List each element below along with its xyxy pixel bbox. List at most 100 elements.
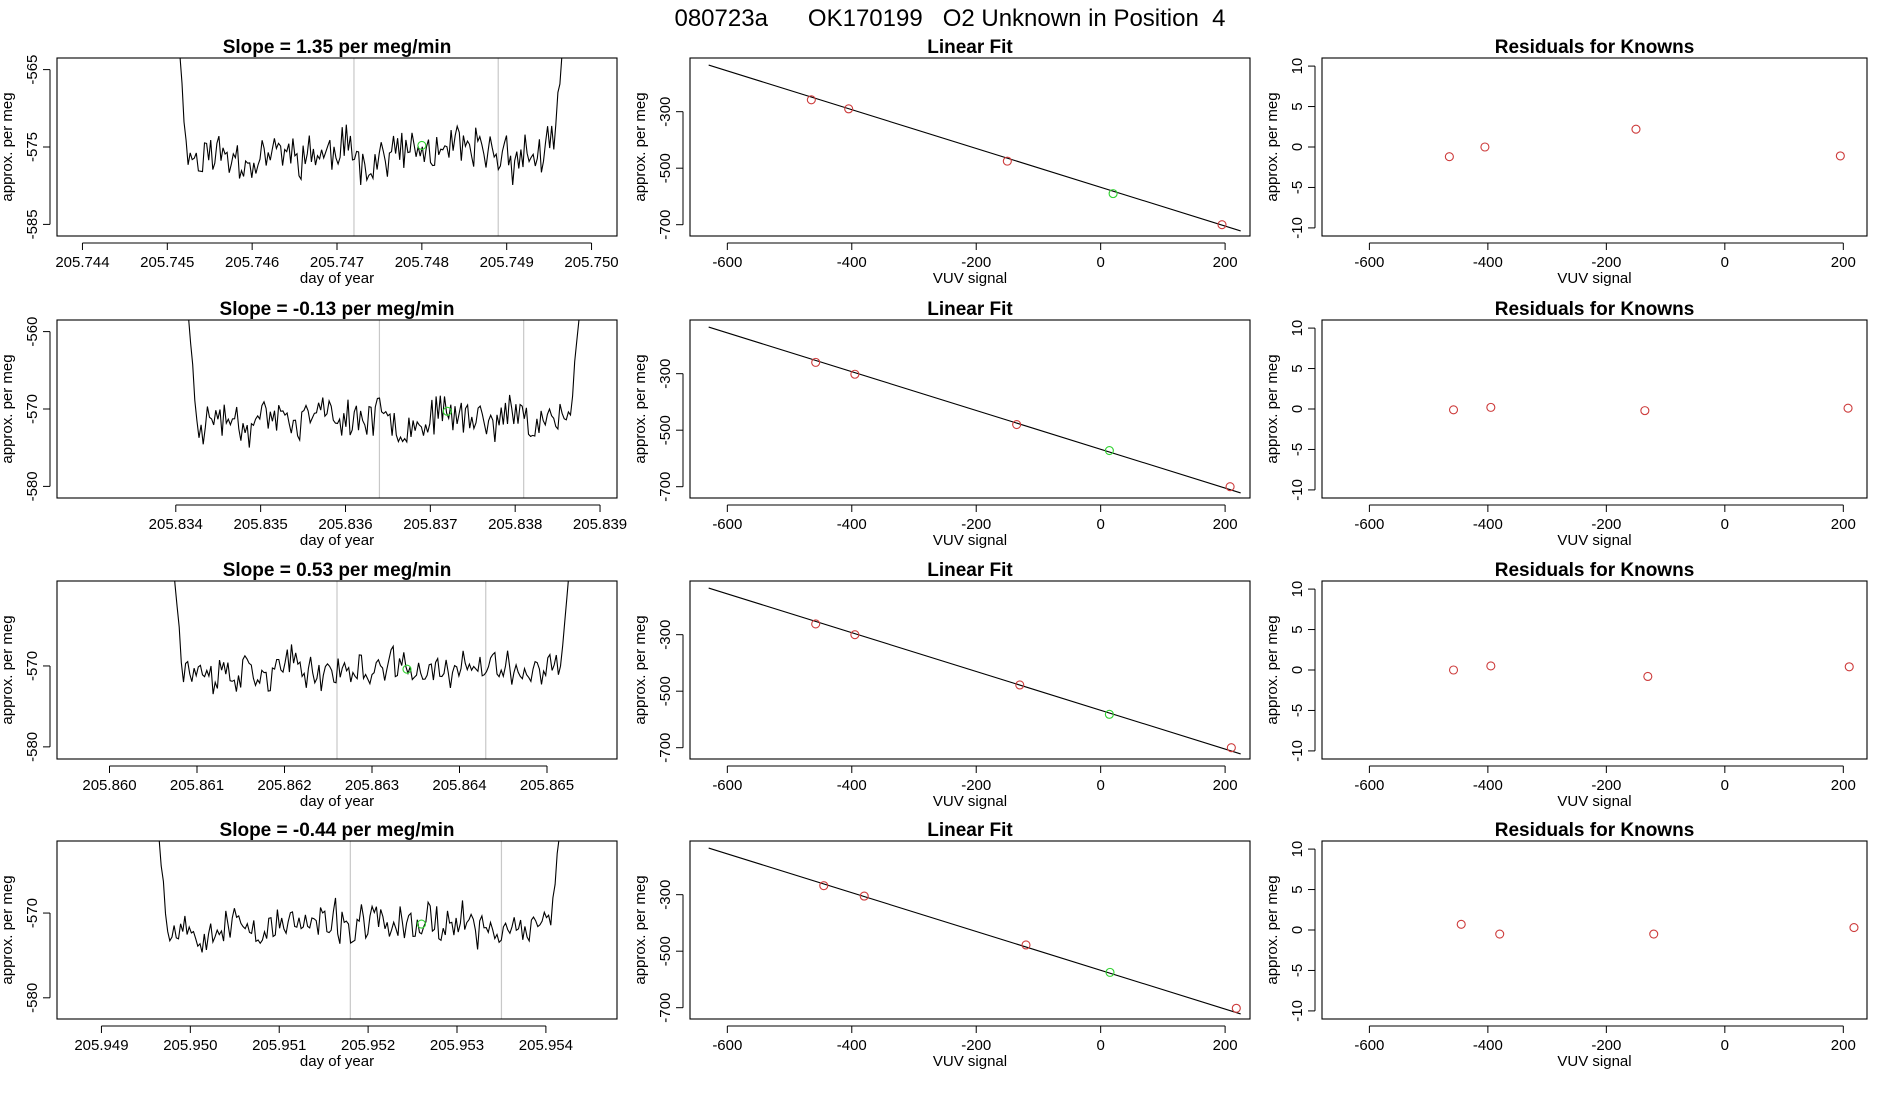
fit-line bbox=[708, 64, 1241, 232]
known-point bbox=[811, 357, 821, 367]
y-tick-label: -570 bbox=[24, 898, 41, 928]
x-axis-label: VUV signal bbox=[933, 1053, 1007, 1070]
linear-fit-panel: Linear Fit -600 -400 -200 0 200 VUV signal -300… bbox=[632, 560, 1251, 810]
unknown-point bbox=[417, 140, 427, 151]
fit-line bbox=[708, 847, 1241, 1015]
y-tick-label: -580 bbox=[24, 471, 41, 501]
unknown-point bbox=[402, 664, 412, 674]
x-tick-label: -200 bbox=[961, 777, 991, 794]
known-point bbox=[1448, 405, 1459, 415]
time-series-trace bbox=[158, 841, 560, 953]
chart-title: Residuals for Knowns bbox=[1495, 820, 1695, 841]
known-point bbox=[1231, 1003, 1241, 1013]
y-axis-label: approx. per meg bbox=[0, 92, 16, 201]
known-point bbox=[1225, 482, 1235, 492]
y-tick-label: -300 bbox=[657, 97, 674, 127]
known-point bbox=[859, 891, 869, 901]
data-layer bbox=[1444, 124, 1845, 162]
x-tick-label: -400 bbox=[837, 254, 867, 271]
x-tick-label: 200 bbox=[1213, 516, 1238, 533]
known-point bbox=[1480, 142, 1490, 152]
x-axis-label: VUV signal bbox=[1557, 270, 1631, 287]
time-series-trace bbox=[174, 581, 569, 695]
y-axis-label: approx. per meg bbox=[632, 354, 649, 463]
x-tick-label: -400 bbox=[837, 1037, 867, 1054]
known-point bbox=[1844, 662, 1854, 672]
x-tick-label: -600 bbox=[712, 516, 742, 533]
known-point bbox=[850, 369, 860, 379]
chart-title: Linear Fit bbox=[927, 37, 1013, 58]
data-layer bbox=[708, 587, 1241, 755]
x-axis-label: day of year bbox=[300, 532, 374, 549]
x-tick-label: -600 bbox=[1354, 777, 1384, 794]
x-tick-label: 200 bbox=[1213, 1037, 1238, 1054]
chart-title: Linear Fit bbox=[927, 560, 1013, 581]
x-tick-label: 205.839 bbox=[573, 516, 627, 533]
chart-title: Slope = -0.44 per meg/min bbox=[220, 820, 455, 841]
y-axis-label: approx. per meg bbox=[1264, 354, 1281, 463]
known-point bbox=[1486, 402, 1496, 412]
linear-fit-panel: Linear Fit -600 -400 -200 0 200 VUV signal -300… bbox=[632, 299, 1251, 549]
plot-box bbox=[1321, 319, 1868, 499]
known-point bbox=[1631, 124, 1641, 134]
x-tick-label: -600 bbox=[712, 254, 742, 271]
y-tick-label: 5 bbox=[1289, 885, 1306, 893]
residuals-panel: Residuals for Knowns -600 -400 -200 0 200 VUV … bbox=[1264, 299, 1868, 549]
y-tick-label: -300 bbox=[657, 620, 674, 650]
x-tick-label: 205.953 bbox=[430, 1037, 484, 1054]
y-tick-label: -700 bbox=[657, 993, 674, 1023]
y-tick-label: -560 bbox=[24, 317, 41, 347]
known-point bbox=[1226, 743, 1236, 753]
data-layer bbox=[1448, 661, 1854, 682]
plot-box bbox=[689, 580, 1251, 760]
x-axis-label: VUV signal bbox=[1557, 1053, 1631, 1070]
x-tick-label: 205.746 bbox=[225, 254, 279, 271]
x-tick-label: 205.950 bbox=[163, 1037, 217, 1054]
y-tick-label: -700 bbox=[657, 210, 674, 240]
data-layer bbox=[188, 320, 580, 498]
time-series-trace bbox=[188, 320, 580, 448]
x-tick-label: 205.749 bbox=[480, 254, 534, 271]
x-tick-label: 200 bbox=[1831, 516, 1856, 533]
x-tick-label: 205.835 bbox=[234, 516, 288, 533]
known-point bbox=[1849, 923, 1859, 933]
y-axis-label: approx. per meg bbox=[0, 875, 16, 984]
x-tick-label: -200 bbox=[961, 254, 991, 271]
y-axis-label: approx. per meg bbox=[632, 615, 649, 724]
x-tick-label: -600 bbox=[1354, 1037, 1384, 1054]
x-axis-label: day of year bbox=[300, 270, 374, 287]
y-tick-label: 0 bbox=[1289, 926, 1306, 934]
data-layer bbox=[708, 64, 1241, 232]
x-tick-label: -200 bbox=[1591, 254, 1621, 271]
x-tick-label: -600 bbox=[1354, 516, 1384, 533]
y-tick-label: 0 bbox=[1289, 143, 1306, 151]
x-tick-label: -200 bbox=[961, 1037, 991, 1054]
known-point bbox=[850, 630, 860, 640]
y-axis-label: approx. per meg bbox=[1264, 615, 1281, 724]
linear-fit-panel: Linear Fit -600 -400 -200 0 200 VUV signal -300… bbox=[632, 820, 1251, 1070]
residuals-panel: Residuals for Knowns -600 -400 -200 0 200 VUV … bbox=[1264, 820, 1868, 1070]
x-tick-label: 205.836 bbox=[318, 516, 372, 533]
x-tick-label: -600 bbox=[712, 1037, 742, 1054]
y-tick-label: -5 bbox=[1289, 704, 1306, 717]
x-axis-label: day of year bbox=[300, 793, 374, 810]
x-tick-label: -200 bbox=[1591, 1037, 1621, 1054]
y-tick-label: 0 bbox=[1289, 666, 1306, 674]
x-axis-label: VUV signal bbox=[933, 270, 1007, 287]
x-tick-label: -200 bbox=[1591, 516, 1621, 533]
x-tick-label: -200 bbox=[961, 516, 991, 533]
y-tick-label: -580 bbox=[24, 983, 41, 1013]
plot-box bbox=[1321, 580, 1868, 760]
chart-title: Residuals for Knowns bbox=[1495, 37, 1695, 58]
x-tick-label: 205.862 bbox=[257, 777, 311, 794]
y-tick-label: -10 bbox=[1289, 217, 1306, 239]
chart-title: Residuals for Knowns bbox=[1495, 299, 1695, 320]
y-tick-label: -500 bbox=[657, 415, 674, 445]
plot-box bbox=[689, 319, 1251, 499]
data-layer bbox=[1448, 402, 1853, 416]
y-axis-label: approx. per meg bbox=[1264, 875, 1281, 984]
unknown-point bbox=[1104, 445, 1114, 456]
plot-box bbox=[56, 580, 618, 760]
unknown-point bbox=[416, 919, 426, 929]
x-tick-label: -400 bbox=[1473, 516, 1503, 533]
